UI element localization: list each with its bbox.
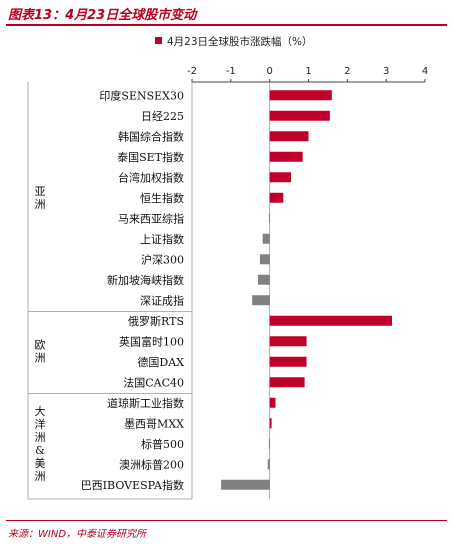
category-label: 道琼斯工业指数 — [107, 396, 184, 410]
bar — [269, 418, 272, 429]
group-label: 大洋洲&美洲 — [35, 404, 46, 483]
category-label: 台湾加权指数 — [118, 170, 184, 184]
source-rule — [6, 520, 447, 521]
bar — [267, 459, 270, 470]
group-label: 亚洲 — [35, 185, 46, 211]
bar — [269, 356, 307, 367]
category-label: 沪深300 — [141, 252, 184, 266]
category-label: 德国DAX — [137, 355, 184, 369]
category-label: 日经225 — [141, 110, 184, 123]
bar — [269, 397, 276, 408]
category-label: 印度SENSEX30 — [99, 88, 184, 102]
bar — [252, 295, 270, 306]
title-rule — [6, 24, 447, 26]
bar — [262, 233, 270, 244]
bar — [259, 254, 270, 265]
bar — [258, 274, 270, 285]
category-label: 恒生指数 — [140, 191, 184, 205]
bar — [269, 172, 292, 183]
category-label: 新加坡海峡指数 — [107, 273, 184, 287]
x-tick-label: -1 — [226, 66, 236, 77]
bar — [221, 479, 270, 490]
x-tick-label: 0 — [266, 66, 272, 77]
bar — [269, 192, 284, 203]
category-label: 马来西亚综指 — [118, 211, 184, 225]
category-label: 标普500 — [141, 437, 184, 451]
figure-title: 图表13：4月23日全球股市变动 — [8, 8, 197, 23]
bar — [269, 131, 309, 142]
legend-label: 4月23日全球股市涨跌幅（%） — [167, 35, 313, 48]
category-label: 泰国SET指数 — [117, 150, 184, 164]
category-label: 俄罗斯RTS — [128, 315, 184, 328]
bar — [268, 438, 270, 449]
bar — [269, 151, 303, 162]
category-label: 韩国综合指数 — [118, 129, 184, 143]
x-tick-label: -2 — [187, 66, 197, 77]
bar — [269, 315, 392, 326]
figure-source: 来源：WIND，中泰证券研究所 — [8, 529, 147, 540]
category-label: 巴西IBOVESPA指数 — [81, 478, 184, 492]
category-label: 英国富时100 — [119, 334, 184, 348]
x-tick-label: 2 — [344, 66, 350, 77]
category-label: 法国CAC40 — [123, 375, 184, 389]
x-tick-label: 4 — [422, 66, 428, 77]
bar — [269, 336, 307, 347]
x-tick-label: 3 — [383, 66, 389, 77]
bar — [269, 377, 305, 388]
x-tick-label: 1 — [305, 66, 311, 77]
category-label: 深证成指 — [140, 293, 184, 307]
bar — [269, 90, 332, 101]
category-label: 墨西哥MXX — [124, 417, 184, 430]
category-label: 上证指数 — [140, 232, 184, 246]
bar — [269, 110, 330, 121]
bar — [268, 213, 270, 224]
legend-swatch — [155, 37, 162, 44]
category-label: 澳洲标普200 — [119, 457, 184, 471]
group-label: 欧洲 — [35, 339, 46, 365]
